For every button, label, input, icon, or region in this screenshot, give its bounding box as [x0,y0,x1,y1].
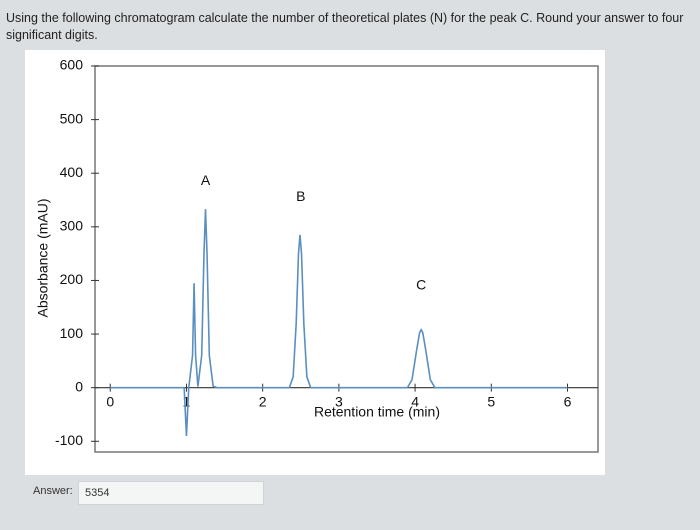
x-tick-label: 5 [487,393,495,409]
x-tick-label: 0 [106,393,114,409]
peak-label: A [201,172,211,188]
x-tick-label: 1 [183,393,191,409]
x-tick-label: 4 [411,393,419,409]
y-tick-label: 300 [60,218,84,234]
peak-label: B [296,188,305,204]
y-axis-label: Absorbance (mAU) [35,198,51,317]
x-tick-label: 6 [564,393,572,409]
y-tick-label: 100 [60,325,84,341]
chart-area [25,50,605,475]
y-tick-label: 600 [60,57,84,73]
x-axis-label: Retention time (min) [314,403,440,419]
y-tick-label: 0 [75,378,83,394]
x-tick-label: 3 [335,393,343,409]
y-tick-label: 200 [60,271,84,287]
plot-frame [94,65,599,453]
peak-label: C [416,277,426,293]
chromatogram-line [110,209,568,436]
question: Using the following chromatogram calcula… [6,11,684,42]
answer-input[interactable]: 5354 [78,481,264,505]
y-tick-label: -100 [55,432,83,448]
y-tick-label: 500 [60,110,84,126]
x-tick-label: 2 [259,393,267,409]
answer-label: Answer: [33,485,73,497]
y-tick-label: 400 [60,164,84,180]
